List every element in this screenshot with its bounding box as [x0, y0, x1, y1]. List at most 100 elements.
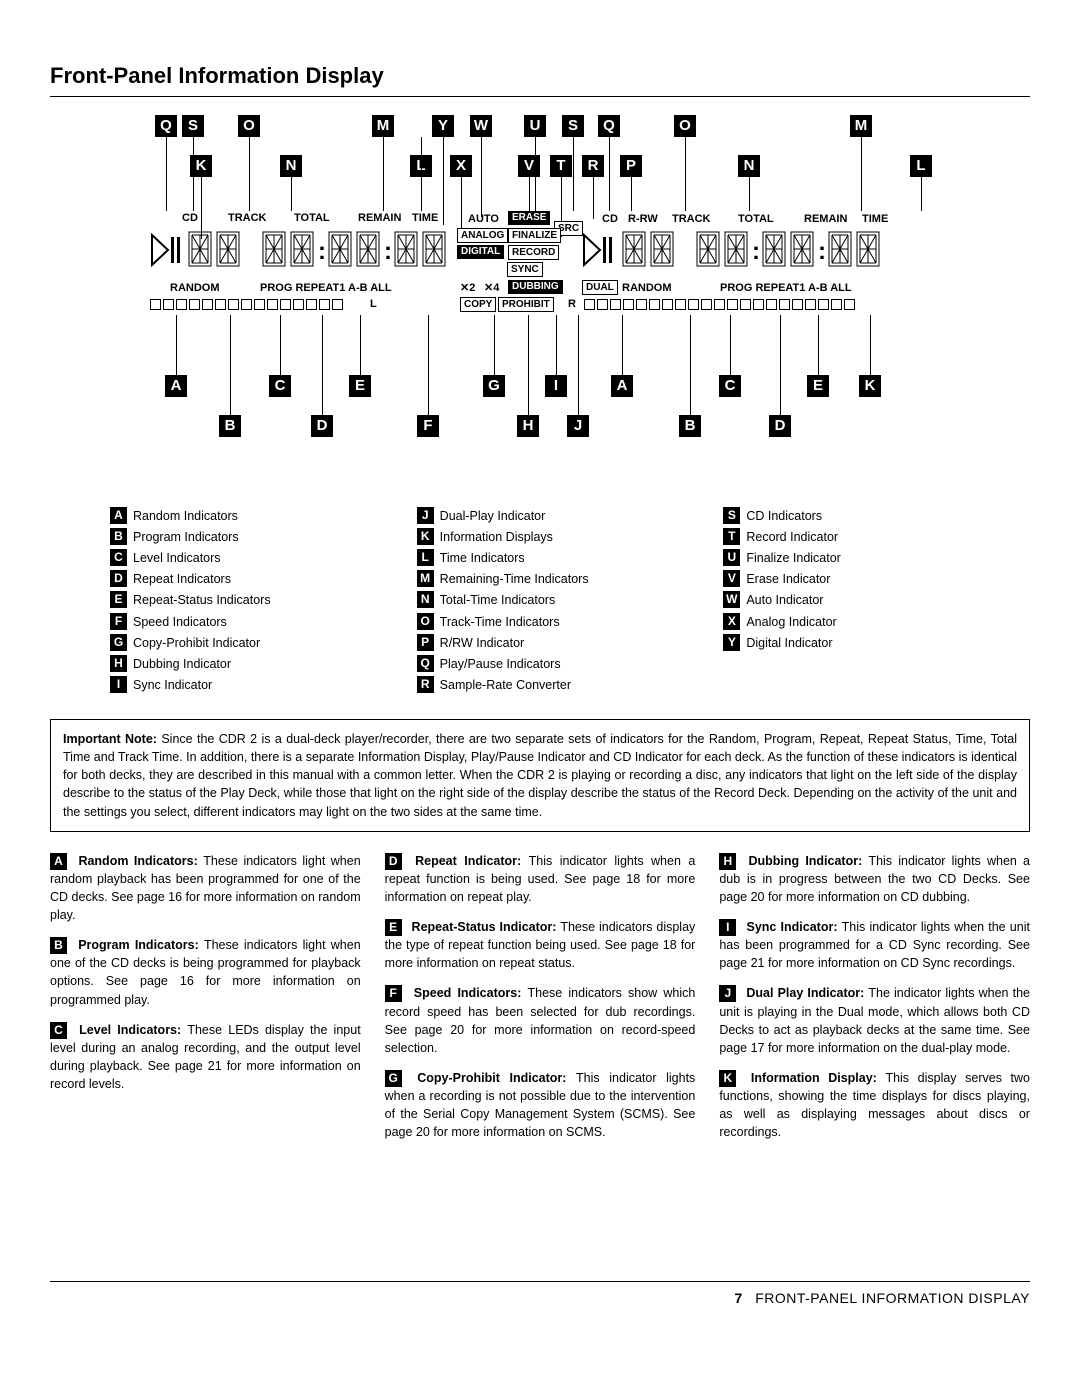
seg-digit: [290, 231, 314, 267]
legend-row: NTotal-Time Indicators: [417, 591, 664, 609]
leader-line: [749, 177, 750, 211]
leader-line: [322, 315, 323, 415]
seg-digit: [422, 231, 446, 267]
legend-text: R/RW Indicator: [440, 634, 525, 652]
leader-line: [481, 137, 482, 217]
label: PROG REPEAT1 A-B ALL: [720, 281, 852, 297]
leader-line: [556, 315, 557, 375]
legend-text: Auto Indicator: [746, 591, 823, 609]
callout: M: [372, 115, 394, 137]
label: RANDOM: [622, 281, 672, 297]
desc-letter: G: [385, 1070, 402, 1087]
leader-line: [861, 137, 862, 211]
page-title: Front-Panel Information Display: [50, 60, 1030, 92]
seg-digit: [328, 231, 352, 267]
seg-digit: [394, 231, 418, 267]
desc-heading: Program Indicators:: [73, 938, 204, 952]
legend-text: Program Indicators: [133, 528, 239, 546]
legend-text: Information Displays: [440, 528, 553, 546]
callout: A: [611, 375, 633, 397]
level-bar: [150, 299, 343, 311]
label: REMAIN: [804, 212, 847, 228]
legend-row: XAnalog Indicator: [723, 613, 970, 631]
leader-line: [870, 315, 871, 375]
legend-letter: V: [723, 570, 740, 587]
legend-letter: F: [110, 613, 127, 630]
legend-letter: B: [110, 528, 127, 545]
leader-line: [730, 315, 731, 375]
legend-row: SCD Indicators: [723, 507, 970, 525]
desc-heading: Repeat Indicator:: [408, 854, 529, 868]
label: L: [370, 297, 377, 313]
legend-letter: M: [417, 570, 434, 587]
legend-text: Play/Pause Indicators: [440, 655, 561, 673]
description-para: K Information Display: This display serv…: [719, 1069, 1030, 1142]
label: TOTAL: [738, 212, 774, 228]
label-box: SYNC: [507, 262, 543, 277]
callout: Y: [432, 115, 454, 137]
desc-letter: B: [50, 937, 67, 954]
legend-text: Finalize Indicator: [746, 549, 841, 567]
legend-letter: C: [110, 549, 127, 566]
legend-row: U Finalize Indicator: [723, 549, 970, 567]
legend-text: Sample-Rate Converter: [440, 676, 571, 694]
seg-digit: [650, 231, 674, 267]
callout: O: [238, 115, 260, 137]
seg-digit: [828, 231, 852, 267]
leader-line: [166, 137, 167, 211]
desc-heading: Level Indicators:: [73, 1023, 187, 1037]
seg-digit: [216, 231, 240, 267]
leader-line: [249, 137, 250, 211]
label-box: PROHIBIT: [498, 297, 554, 312]
legend-row: PR/RW Indicator: [417, 634, 664, 652]
legend-text: Repeat-Status Indicators: [133, 591, 271, 609]
legend-text: Erase Indicator: [746, 570, 830, 588]
legend-text: Record Indicator: [746, 528, 838, 546]
leader-line: [494, 315, 495, 375]
label: R-RW: [628, 212, 658, 228]
page-number: 7: [735, 1290, 743, 1306]
colon: :: [818, 235, 826, 270]
legend-letter: T: [723, 528, 740, 545]
label: PROG REPEAT1 A-B ALL: [260, 281, 392, 297]
note-label: Important Note:: [63, 732, 157, 746]
desc-letter: F: [385, 985, 402, 1002]
label-box: FINALIZE: [508, 228, 561, 243]
label-box: RECORD: [508, 245, 559, 260]
legend-row: RSample-Rate Converter: [417, 676, 664, 694]
legend-row: KInformation Displays: [417, 528, 664, 546]
label-box: DIGITAL: [457, 245, 504, 259]
description-para: A Random Indicators: These indicators li…: [50, 852, 361, 925]
desc-letter: C: [50, 1022, 67, 1039]
leader-line: [609, 137, 610, 211]
callout: A: [165, 375, 187, 397]
legend-row: JDual-Play Indicator: [417, 507, 664, 525]
callout: J: [567, 415, 589, 437]
legend-row: ERepeat-Status Indicators: [110, 591, 357, 609]
legend-text: Analog Indicator: [746, 613, 836, 631]
leader-line: [528, 315, 529, 415]
desc-heading: Dual Play Indicator:: [742, 986, 868, 1000]
legend-letter: A: [110, 507, 127, 524]
leader-line: [201, 177, 202, 239]
callout: V: [518, 155, 540, 177]
level-bar: [584, 299, 855, 311]
legend-letter: H: [110, 655, 127, 672]
legend-letter: U: [723, 549, 740, 566]
label: TRACK: [228, 211, 267, 227]
desc-letter: I: [719, 919, 736, 936]
legend-row: OTrack-Time Indicators: [417, 613, 664, 631]
callout: I: [545, 375, 567, 397]
page-footer: 7 FRONT-PANEL INFORMATION DISPLAY: [50, 1281, 1030, 1308]
colon: :: [384, 235, 392, 270]
leader-line: [593, 177, 594, 219]
legend-text: Speed Indicators: [133, 613, 227, 631]
label: ✕4: [484, 281, 499, 297]
leader-line: [291, 177, 292, 211]
desc-heading: Sync Indicator:: [742, 920, 841, 934]
legend-letter: S: [723, 507, 740, 524]
legend-row: MRemaining-Time Indicators: [417, 570, 664, 588]
seg-digit: [696, 231, 720, 267]
description-para: F Speed Indicators: These indicators sho…: [385, 984, 696, 1057]
description-para: C Level Indicators: These LEDs display t…: [50, 1021, 361, 1094]
